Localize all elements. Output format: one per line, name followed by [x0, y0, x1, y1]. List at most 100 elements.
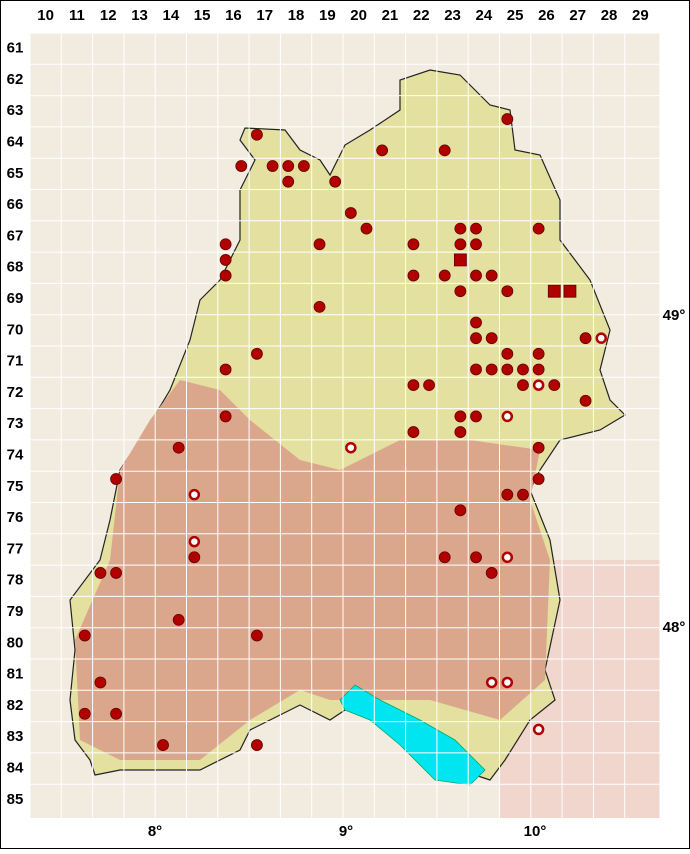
record-filled	[313, 238, 326, 251]
record-filled	[110, 473, 122, 485]
column-label: 29	[632, 7, 649, 24]
record-filled	[78, 707, 91, 720]
record-filled	[407, 238, 420, 251]
column-label: 22	[413, 7, 430, 24]
record-filled	[470, 269, 482, 282]
record-open	[532, 379, 545, 391]
record-filled	[470, 410, 482, 423]
column-label: 19	[319, 7, 336, 24]
record-filled	[454, 238, 467, 251]
column-label: 17	[256, 7, 273, 24]
record-filled	[219, 269, 232, 282]
record-filled	[188, 551, 201, 564]
record-filled	[470, 316, 482, 329]
record-filled	[313, 300, 326, 313]
record-filled	[485, 269, 498, 282]
record-filled	[579, 394, 592, 407]
record-filled	[579, 332, 592, 345]
column-label: 13	[131, 7, 148, 24]
record-filled	[110, 707, 122, 720]
column-label: 21	[382, 7, 399, 24]
record-filled	[219, 410, 232, 423]
column-label: 15	[194, 7, 211, 24]
record-filled	[423, 379, 435, 392]
record-filled	[532, 347, 545, 360]
row-label: 74	[7, 447, 24, 464]
record-filled	[344, 207, 357, 219]
longitude-label: 10°	[524, 823, 547, 840]
row-label: 65	[7, 165, 24, 182]
record-filled	[454, 426, 467, 438]
row-label: 72	[7, 384, 24, 401]
row-label: 62	[7, 71, 24, 88]
record-filled	[501, 113, 514, 125]
record-filled	[501, 285, 514, 298]
row-label: 71	[7, 353, 24, 370]
row-label: 85	[7, 791, 24, 808]
row-label: 66	[7, 196, 24, 213]
record-filled	[454, 504, 467, 517]
record-square	[563, 284, 577, 298]
grid	[29, 32, 661, 818]
record-open	[595, 332, 607, 344]
record-filled	[282, 160, 295, 172]
column-label: 14	[163, 7, 180, 24]
column-label: 27	[569, 7, 586, 24]
record-filled	[438, 269, 451, 282]
record-filled	[94, 676, 107, 689]
record-open	[485, 676, 498, 689]
record-filled	[360, 222, 373, 235]
record-square	[453, 253, 467, 267]
record-filled	[438, 144, 451, 157]
record-filled	[219, 363, 232, 376]
record-filled	[282, 175, 295, 188]
highland-area	[75, 380, 550, 760]
row-label: 63	[7, 102, 24, 119]
row-label: 67	[7, 227, 24, 244]
record-filled	[110, 567, 122, 579]
column-label: 16	[225, 7, 242, 24]
column-label: 12	[100, 7, 117, 24]
row-label: 82	[7, 697, 24, 714]
row-label: 81	[7, 666, 24, 683]
record-filled	[251, 739, 263, 751]
record-open	[501, 676, 514, 689]
record-filled	[454, 285, 467, 298]
column-label: 18	[288, 7, 305, 24]
record-square	[547, 284, 561, 298]
record-filled	[532, 363, 545, 376]
column-label: 26	[538, 7, 555, 24]
record-open	[532, 723, 545, 736]
row-label: 64	[7, 134, 24, 151]
row-label: 76	[7, 509, 24, 526]
record-filled	[78, 629, 91, 642]
column-label: 11	[69, 7, 85, 24]
record-filled	[172, 441, 185, 454]
record-filled	[501, 363, 514, 376]
row-label: 69	[7, 290, 24, 307]
row-label: 77	[7, 540, 24, 557]
labels: 10 11 12 13 14 15 16 17 18 19 20 21 22 23 24 25 26 27 28 29…	[7, 7, 686, 840]
record-filled	[251, 128, 263, 141]
record-filled	[235, 160, 248, 172]
record-filled	[329, 175, 342, 188]
records	[78, 113, 607, 751]
record-open	[345, 441, 357, 454]
row-label: 73	[7, 415, 24, 432]
row-label: 78	[7, 572, 24, 589]
column-label: 28	[601, 7, 618, 24]
record-filled	[407, 426, 420, 438]
record-filled	[454, 222, 467, 235]
record-filled	[157, 739, 169, 751]
column-label: 25	[507, 7, 524, 24]
record-filled	[251, 629, 263, 642]
record-filled	[532, 441, 545, 454]
lake-constance	[339, 684, 486, 786]
record-filled	[172, 613, 185, 626]
record-filled	[407, 269, 420, 282]
record-filled	[407, 379, 420, 392]
row-label: 83	[7, 728, 24, 745]
record-open	[501, 551, 514, 564]
record-filled	[219, 254, 232, 266]
